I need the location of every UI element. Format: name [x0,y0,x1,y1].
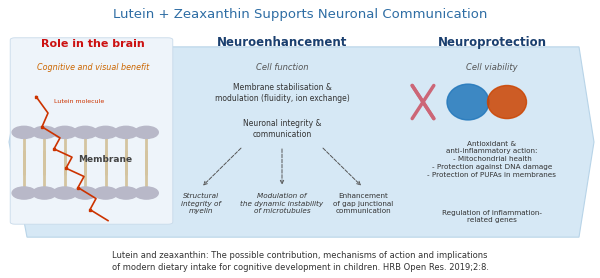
Text: Neuroenhancement: Neuroenhancement [217,36,347,49]
FancyBboxPatch shape [10,38,173,224]
Ellipse shape [94,187,118,199]
Ellipse shape [73,126,97,138]
Text: Lutein + Zeaxanthin Supports Neuronal Communication: Lutein + Zeaxanthin Supports Neuronal Co… [113,8,487,21]
Text: Cell viability: Cell viability [466,63,518,73]
Ellipse shape [447,84,489,120]
Ellipse shape [73,187,97,199]
Text: Enhancement
of gap junctional
communication: Enhancement of gap junctional communicat… [333,193,393,214]
Ellipse shape [94,126,118,138]
Text: Membrane: Membrane [78,155,132,165]
Ellipse shape [32,187,56,199]
Text: Lutein and zeaxanthin: The possible contribution, mechanisms of action and impli: Lutein and zeaxanthin: The possible cont… [112,251,488,272]
Text: Lutein molecule: Lutein molecule [54,99,104,104]
Text: Modulation of
the dynamic instability
of microtubules: Modulation of the dynamic instability of… [241,193,323,214]
Ellipse shape [12,126,36,138]
Text: Neuroprotection: Neuroprotection [437,36,547,49]
Text: Regulation of inflammation-
related genes: Regulation of inflammation- related gene… [442,210,542,223]
Ellipse shape [53,187,77,199]
Text: Role in the brain: Role in the brain [41,39,145,49]
Ellipse shape [134,187,158,199]
Text: Cognitive and visual benefit: Cognitive and visual benefit [37,63,149,73]
Text: Cell function: Cell function [256,63,308,73]
Ellipse shape [114,126,138,138]
Ellipse shape [487,86,527,119]
Ellipse shape [12,187,36,199]
Text: Antioxidant &
anti-inflammatory action:
- Mitochondrial health
- Protection agai: Antioxidant & anti-inflammatory action: … [427,141,557,178]
Ellipse shape [114,187,138,199]
Text: Membrane stabilisation &
modulation (fluidity, ion exchange): Membrane stabilisation & modulation (flu… [215,83,349,103]
Ellipse shape [53,126,77,138]
Ellipse shape [32,126,56,138]
Text: Neuronal integrity &
communication: Neuronal integrity & communication [243,119,321,139]
Ellipse shape [134,126,158,138]
Text: Structural
integrity of
myelin: Structural integrity of myelin [181,193,221,214]
Polygon shape [9,47,594,237]
